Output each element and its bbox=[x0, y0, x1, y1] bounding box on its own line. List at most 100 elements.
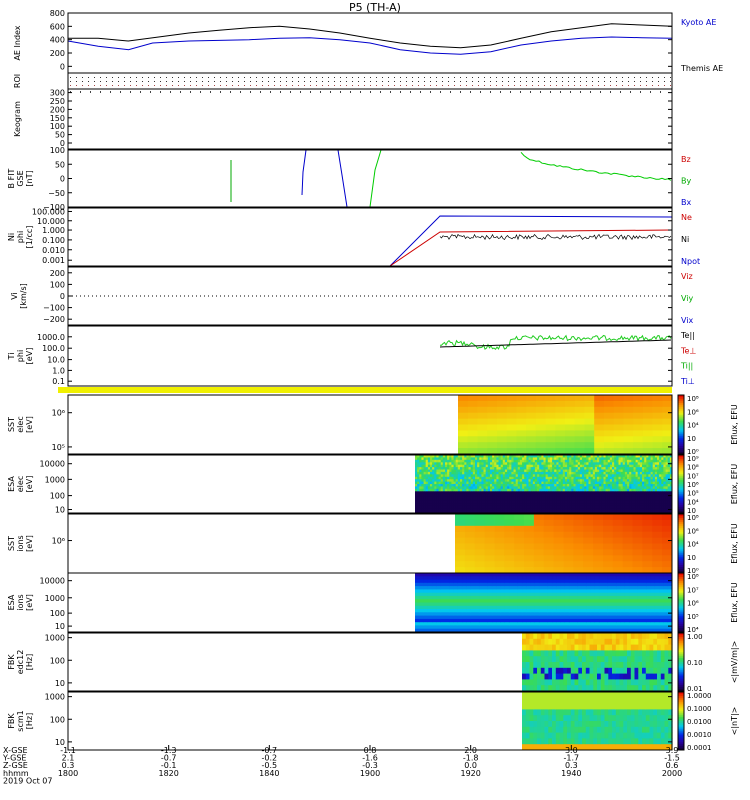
heat-cell bbox=[638, 583, 643, 587]
keogram-dot bbox=[140, 91, 141, 93]
roi-dot bbox=[316, 85, 317, 86]
keogram-dot bbox=[330, 91, 331, 93]
roi-dot bbox=[616, 77, 617, 78]
heat-cell bbox=[436, 583, 441, 587]
roi-dot bbox=[124, 81, 125, 82]
roi-dot bbox=[226, 77, 227, 78]
heat-cell bbox=[466, 589, 471, 593]
colorbar-tick: 10⁶ bbox=[687, 408, 699, 416]
roi-dot bbox=[298, 85, 299, 86]
heat-cell bbox=[662, 555, 672, 561]
heat-cell bbox=[603, 526, 613, 532]
heat-cell bbox=[522, 583, 527, 587]
roi-dot bbox=[124, 85, 125, 86]
heat-cell bbox=[586, 596, 591, 600]
roi-dot bbox=[538, 85, 539, 86]
heat-cell bbox=[565, 413, 575, 419]
heat-cell bbox=[591, 586, 596, 590]
heat-cell bbox=[424, 583, 429, 587]
heat-cell bbox=[608, 606, 613, 610]
heat-cell bbox=[507, 419, 517, 425]
heat-cell bbox=[603, 549, 613, 555]
heat-cell bbox=[534, 532, 544, 538]
heat-cell bbox=[544, 538, 554, 544]
roi-dot bbox=[184, 85, 185, 86]
heat-cell bbox=[441, 603, 446, 607]
heat-cell bbox=[629, 576, 634, 580]
roi-dot bbox=[580, 81, 581, 82]
heat-cell bbox=[531, 576, 536, 580]
heat-cell bbox=[466, 603, 471, 607]
ylabel-line: B FIT bbox=[7, 168, 16, 188]
heat-cell bbox=[591, 603, 596, 607]
roi-dot bbox=[70, 77, 71, 78]
heat-cell bbox=[621, 606, 626, 610]
heat-cell bbox=[488, 612, 493, 616]
heat-cell bbox=[569, 583, 574, 587]
heat-cell bbox=[449, 573, 454, 577]
heat-cell bbox=[419, 573, 424, 577]
heat-cell bbox=[552, 603, 557, 607]
heat-cell bbox=[522, 576, 527, 580]
heat-cell bbox=[608, 596, 613, 600]
heat-cell bbox=[633, 514, 643, 520]
heat-cell bbox=[604, 596, 609, 600]
heat-cell bbox=[638, 612, 643, 616]
heat-cell bbox=[475, 573, 480, 577]
heat-cell bbox=[424, 603, 429, 607]
heat-cell bbox=[614, 442, 624, 448]
heat-cell bbox=[548, 583, 553, 587]
heat-cell bbox=[642, 561, 652, 567]
roi-dot bbox=[88, 85, 89, 86]
heat-cell bbox=[593, 514, 603, 520]
heat-cell bbox=[475, 549, 485, 555]
roi-dot bbox=[664, 85, 665, 86]
keogram-dot bbox=[490, 91, 491, 93]
colorbar-tick: 10⁷ bbox=[687, 472, 699, 480]
heat-cell bbox=[496, 586, 501, 590]
roi-dot bbox=[328, 81, 329, 82]
heat-cell bbox=[604, 599, 609, 603]
heat-cell bbox=[546, 430, 556, 436]
roi-dot bbox=[82, 77, 83, 78]
ytick-label: 1.0 bbox=[52, 366, 65, 375]
keogram-dot bbox=[310, 91, 311, 93]
heat-cell bbox=[575, 436, 585, 442]
heat-cell bbox=[466, 583, 471, 587]
heat-cell bbox=[526, 586, 531, 590]
heat-cell bbox=[454, 583, 459, 587]
roi-dot bbox=[352, 81, 353, 82]
heat-cell bbox=[475, 544, 485, 550]
heat-cell bbox=[595, 599, 600, 603]
heat-cell bbox=[419, 576, 424, 580]
heat-cell bbox=[613, 561, 623, 567]
roi-dot bbox=[178, 85, 179, 86]
heat-cell bbox=[526, 625, 531, 629]
keogram-dot bbox=[380, 91, 381, 93]
heat-cell bbox=[526, 619, 531, 623]
heat-cell bbox=[504, 520, 514, 526]
heat-cell bbox=[638, 586, 643, 590]
heat-cell bbox=[582, 573, 587, 577]
heat-cell bbox=[445, 619, 450, 623]
heat-cell bbox=[468, 430, 478, 436]
legend-entry: Te|| bbox=[680, 331, 695, 340]
heat-cell bbox=[575, 419, 585, 425]
heat-cell bbox=[556, 616, 561, 620]
roi-dot bbox=[88, 81, 89, 82]
heat-cell bbox=[552, 599, 557, 603]
heat-cell bbox=[501, 576, 506, 580]
heat-cell bbox=[514, 599, 519, 603]
roi-dot bbox=[280, 77, 281, 78]
roi-dot bbox=[496, 81, 497, 82]
heat-cell bbox=[522, 573, 527, 577]
heat-cell bbox=[591, 589, 596, 593]
heat-cell bbox=[623, 413, 633, 419]
heat-cell bbox=[526, 425, 536, 431]
heat-cell bbox=[603, 532, 613, 538]
heat-cell bbox=[646, 576, 651, 580]
heat-cell bbox=[583, 526, 593, 532]
heat-cell bbox=[646, 599, 651, 603]
heat-cell bbox=[419, 619, 424, 623]
heat-cell bbox=[501, 625, 506, 629]
